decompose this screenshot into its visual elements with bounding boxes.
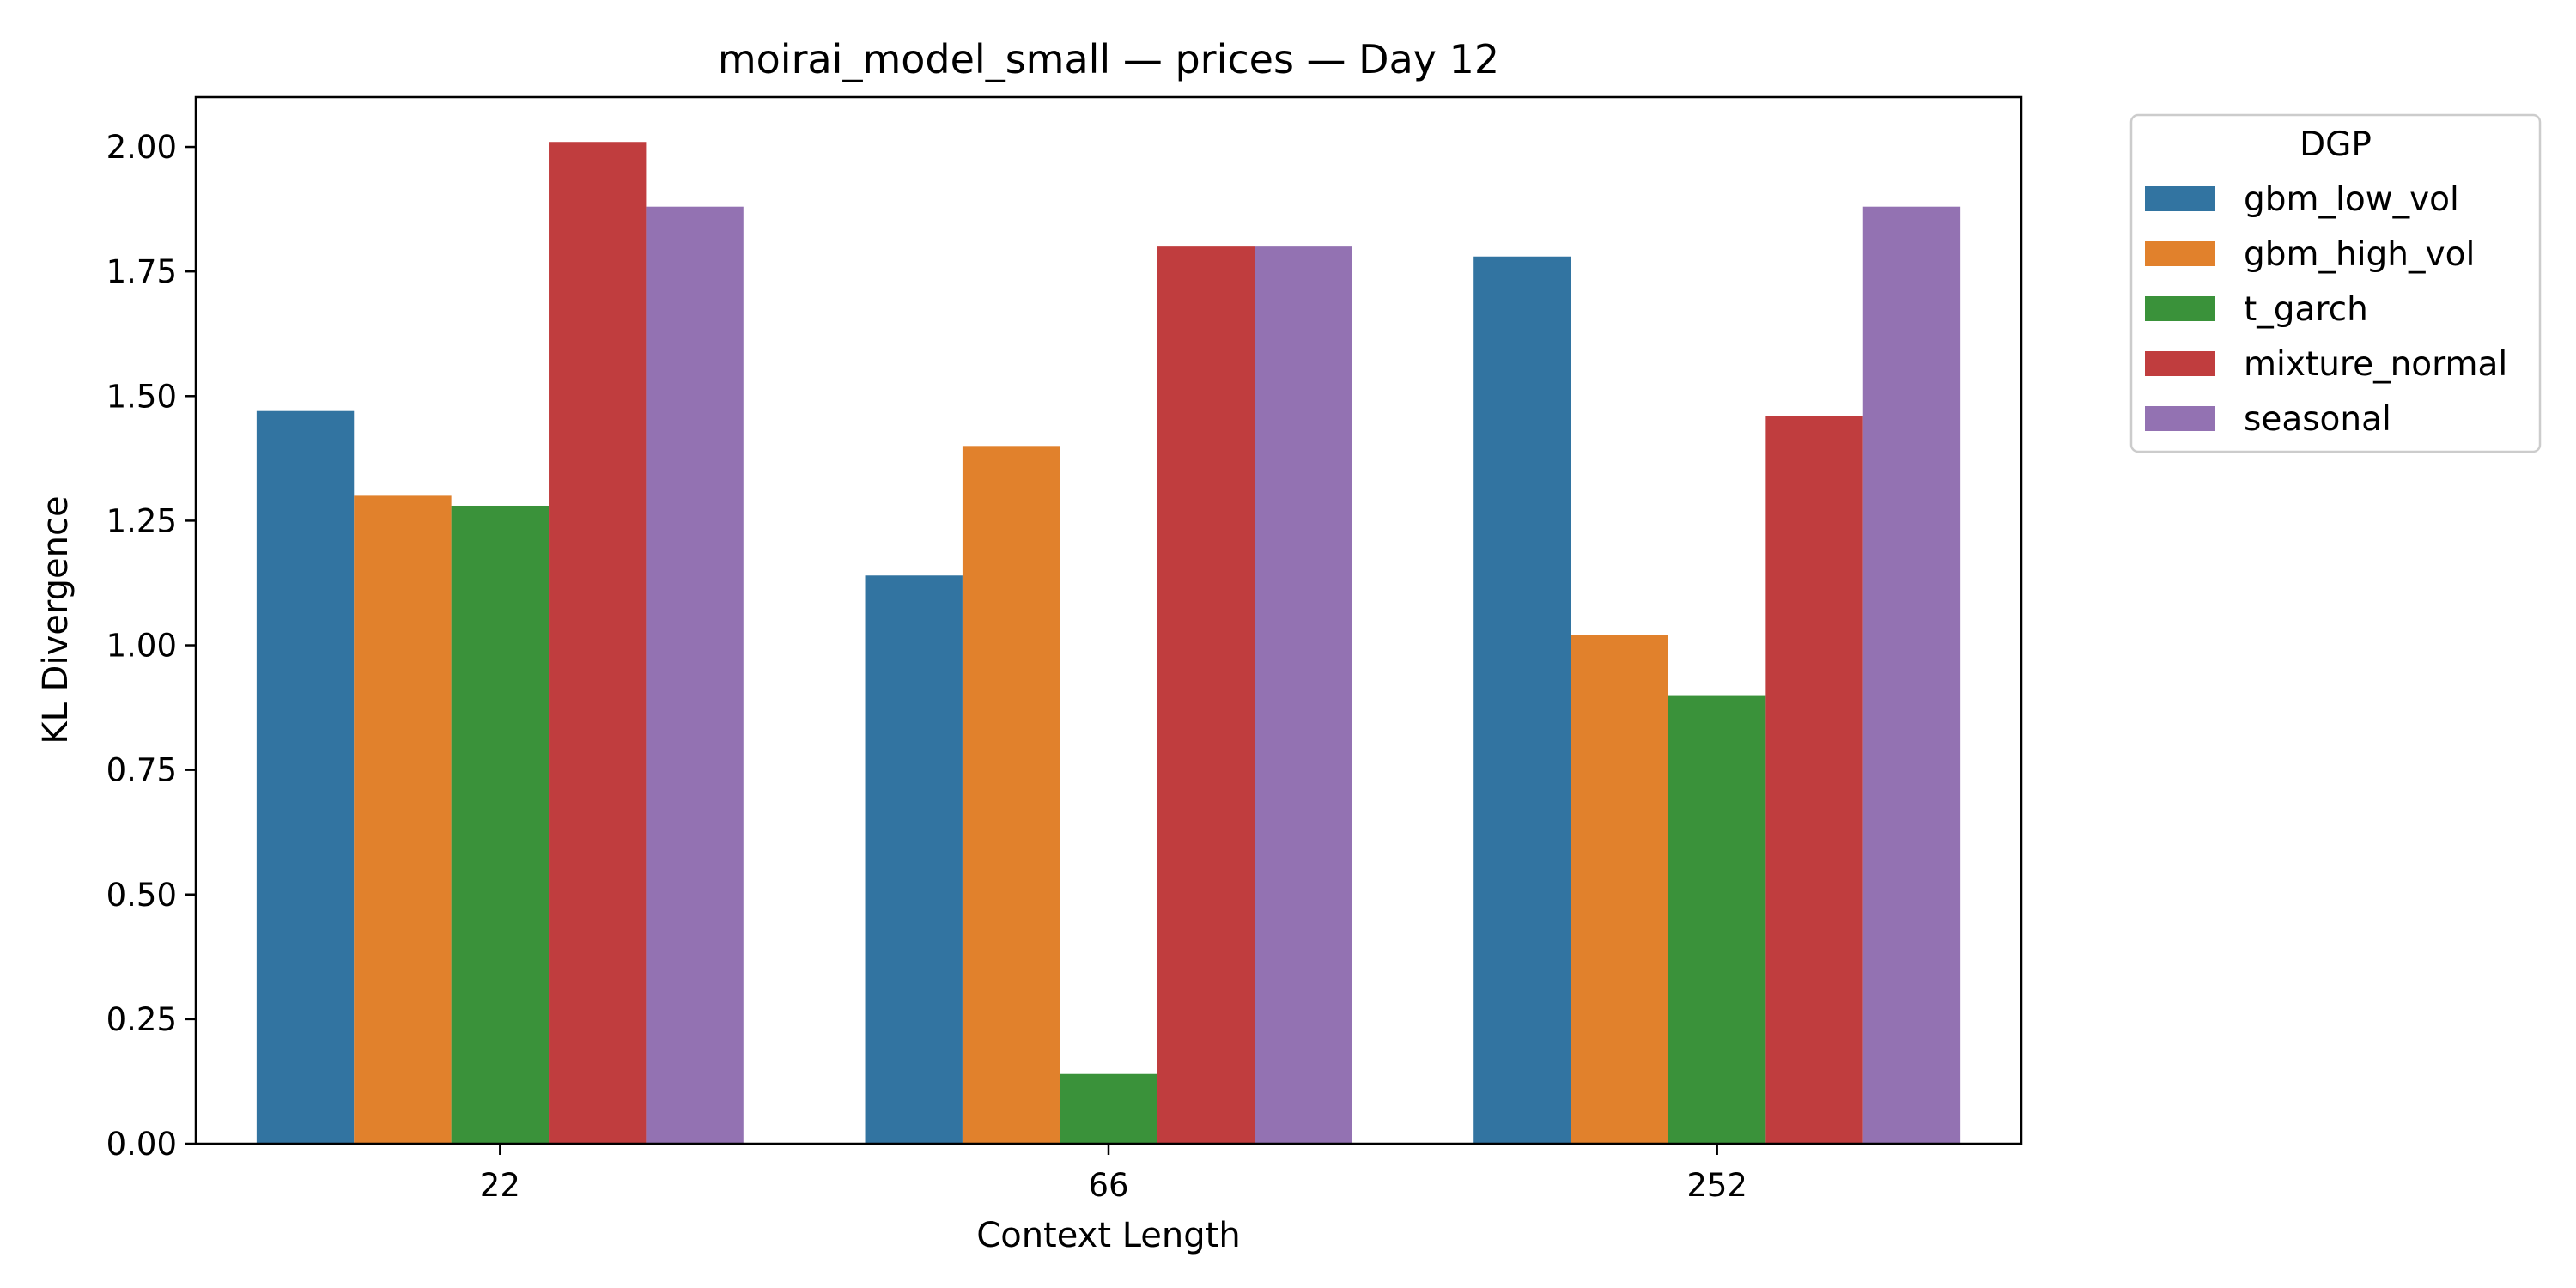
bars-layer: [256, 142, 1961, 1145]
bar-gbm_high_vol-66: [962, 446, 1060, 1144]
bar-gbm_high_vol-252: [1571, 635, 1668, 1144]
y-tick-label: 1.25: [106, 502, 177, 539]
bar-mixture_normal-22: [549, 142, 647, 1145]
legend-swatch-mixture_normal: [2145, 351, 2215, 376]
y-tick-label: 1.50: [106, 378, 177, 415]
legend-label-gbm_high_vol: gbm_high_vol: [2244, 235, 2475, 274]
bar-t_garch-66: [1060, 1073, 1157, 1144]
legend: DGP gbm_low_vol gbm_high_vol t_garchmixtur…: [2129, 113, 2542, 453]
bar-gbm_low_vol-66: [865, 575, 963, 1144]
bar-gbm_low_vol-252: [1473, 256, 1571, 1144]
legend-frame: [2129, 113, 2542, 453]
legend-label-mixture_normal: mixture_normal: [2244, 345, 2507, 384]
x-axis-label: Context Length: [976, 1216, 1240, 1255]
y-axis: 0.00 0.25 0.50 0.75 1.00 1.25 1.50 1.75 2.00: [106, 129, 196, 1163]
legend-swatch-seasonal: [2145, 406, 2215, 431]
y-tick-label: 1.00: [106, 628, 177, 665]
bar-mixture_normal-66: [1157, 246, 1255, 1144]
y-tick-label: 0.00: [106, 1126, 177, 1163]
bar-mixture_normal-252: [1765, 416, 1863, 1144]
legend-title: DGP: [2300, 125, 2372, 164]
x-tick-label: 22: [480, 1167, 520, 1204]
y-tick-label: 2.00: [106, 129, 177, 166]
y-tick-label: 0.25: [106, 1001, 177, 1038]
legend-label-gbm_low_vol: gbm_low_vol: [2244, 180, 2459, 219]
bar-seasonal-252: [1862, 206, 1961, 1145]
bar-gbm_low_vol-22: [256, 410, 355, 1144]
plot-frame: [194, 95, 2023, 1145]
legend-items: gbm_low_vol gbm_high_vol t_garch mixture_no…: [2145, 180, 2507, 439]
x-tick-label: 252: [1686, 1167, 1747, 1204]
y-axis-label: KL Divergence: [36, 495, 76, 744]
legend-label-t_garch: t_garch: [2244, 290, 2368, 329]
x-tick-label: 66: [1088, 1167, 1128, 1204]
x-axis: 22 66 252: [480, 1144, 1747, 1204]
chart-title: moirai_model_small — prices — Day 12: [718, 36, 1499, 82]
legend-label-seasonal: seasonal: [2244, 400, 2391, 439]
bar-seasonal-66: [1255, 246, 1352, 1144]
y-tick-label: 0.75: [106, 752, 177, 789]
legend-swatch-t_garch: [2145, 296, 2215, 321]
legend-swatch-gbm_high_vol: [2145, 241, 2215, 266]
bar-t_garch-22: [451, 505, 550, 1144]
y-tick-label: 1.75: [106, 253, 177, 290]
y-tick-label: 0.50: [106, 877, 177, 914]
bar-gbm_high_vol-22: [354, 495, 452, 1144]
legend-swatch-gbm_low_vol: [2145, 186, 2215, 211]
bar-t_garch-252: [1668, 695, 1766, 1144]
bar-seasonal-22: [646, 206, 744, 1145]
